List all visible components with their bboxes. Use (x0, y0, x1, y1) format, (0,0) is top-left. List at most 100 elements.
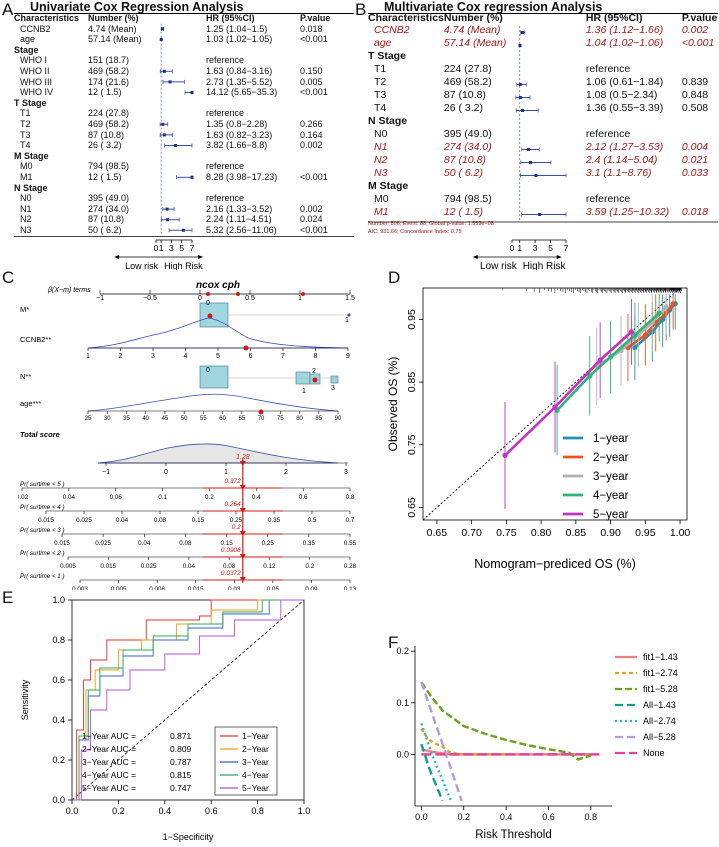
ccnb2-tick-label: 5 (216, 353, 220, 360)
estimate-point (163, 133, 166, 136)
prob-scale-label: Pr( surtime < 5 ) (20, 481, 65, 488)
prob-tick-label: 0.7 (346, 517, 355, 524)
x-axis-label: Risk Threshold (475, 829, 552, 841)
legend-label: fit1−1.43 (643, 652, 678, 662)
prob-tick-label: 0.025 (141, 563, 157, 570)
ccnb2-tick-label: 4 (184, 353, 188, 360)
m-box-label: 1 (345, 317, 349, 324)
x-tick-label: 1.0 (298, 806, 311, 816)
estimate-point (169, 80, 172, 83)
calibration-point (552, 405, 557, 410)
panel-label-b: B (355, 0, 366, 20)
prob-marker (240, 508, 246, 513)
beta-point (301, 292, 305, 296)
forest-tick-label: 1 (159, 243, 164, 253)
prob-tick-label: 0.5 (308, 517, 317, 524)
prob-tick-label: 0.02 (18, 494, 29, 501)
y-tick-label: 0.4 (52, 715, 65, 725)
x-tick-label: 0.0 (66, 806, 79, 816)
y-tick-label: 1.0 (52, 595, 65, 605)
ccnb2-selected-point (244, 346, 249, 351)
estimate-point (519, 96, 522, 99)
n-box-label: 2 (312, 368, 316, 375)
y-axis-label: Sensitivity (20, 679, 30, 720)
prob-marker (240, 577, 246, 582)
nomogram-title: ncox cph (196, 280, 240, 291)
n-selected-point (313, 378, 318, 383)
prob-tick-label: 0.1 (158, 494, 167, 501)
ccnb2-tick-label: 7 (281, 353, 285, 360)
panel-a-univariate-cox: Univariate Cox Regression Analysis Chara… (14, 0, 354, 270)
estimate-point (160, 38, 163, 41)
prob-tick-label: 0.2 (205, 494, 214, 501)
calibration-point (608, 354, 613, 359)
estimate-point (529, 161, 532, 164)
x-tick-label: 0.65 (427, 527, 448, 539)
prob-value: 0.264 (225, 501, 242, 508)
prob-tick-label: 0.08 (179, 540, 192, 547)
m-box-label: 0 (206, 300, 210, 307)
age-selected-point (259, 410, 264, 415)
legend-label: 3−year (593, 471, 629, 483)
legend-label: 5−year (593, 509, 629, 521)
age-tick-label: 60 (219, 416, 226, 422)
forest-tick-label: 7 (190, 243, 195, 253)
x-tick-label: 0.85 (566, 527, 587, 539)
prob-tick-label: 0.15 (192, 517, 205, 524)
y-tick-label: 0.65 (406, 497, 418, 518)
calibration-point (643, 332, 648, 337)
prob-tick-label: 0.6 (299, 494, 308, 501)
n-box-label: 0 (206, 367, 210, 374)
estimate-point (161, 123, 164, 126)
estimate-point (521, 31, 524, 34)
ccnb2-tick-label: 8 (314, 353, 318, 360)
total-tick-label: 3 (344, 469, 348, 476)
var-label-n: N** (20, 372, 31, 381)
estimate-point (521, 109, 524, 112)
calibration-point (657, 310, 662, 315)
prob-marker (240, 531, 246, 536)
age-tick-label: 35 (123, 416, 130, 422)
y-axis-label: Observed OS (%) (386, 357, 400, 452)
legend-label: 2−year (593, 452, 629, 464)
x-tick-label: 0.6 (542, 812, 555, 822)
prob-scale-label: Pr( surtime < 3 ) (20, 527, 65, 534)
beta-tick-label: 1 (298, 295, 302, 302)
var-label-ccnb2: CCNB2** (20, 335, 51, 344)
prob-tick-label: 0.025 (95, 540, 111, 547)
y-tick-label: 0.0 (396, 749, 409, 759)
panel-label-a: A (2, 0, 13, 20)
legend-label: fit1−5.28 (643, 684, 678, 694)
estimate-point (534, 174, 537, 177)
age-tick-label: 90 (335, 416, 342, 422)
x-axis-label: 1−Specificity (163, 832, 214, 842)
beta-point (206, 292, 210, 296)
dca-curve (421, 729, 506, 755)
prob-tick-label: 0.25 (262, 540, 275, 547)
panel-a-forest-plot: 0 1 3 5 7Low risk High Risk (14, 0, 354, 270)
x-tick-label: 0.90 (600, 527, 621, 539)
prob-tick-label: 0.35 (303, 540, 316, 547)
total-tick-label: −1 (102, 469, 110, 476)
dca-curve (421, 682, 461, 801)
age-tick-label: 70 (258, 416, 265, 422)
auc-value: 0.809 (170, 744, 192, 754)
beta-tick-label: 0.5 (245, 295, 255, 302)
panel-f-dca-chart: 0.00.20.40.60.80.00.10.2Net BenefitRisk … (395, 632, 719, 847)
total-tick-label: 1 (224, 469, 228, 476)
legend-label: 3−Year (242, 757, 269, 767)
estimate-point (538, 213, 541, 216)
prob-scale-label: Pr( surtime < 4 ) (20, 504, 65, 511)
total-score-marker (240, 461, 246, 466)
legend-label: 1−year (593, 433, 629, 445)
beta-tick-label: 0 (198, 295, 202, 302)
legend-label: All−1.43 (643, 700, 676, 710)
y-tick-label: 0.2 (396, 646, 409, 656)
beta-point (236, 292, 240, 296)
panel-e-roc-chart: 0.0 0.2 0.4 0.6 0.8 1.0 0.0 0.2 0.4 0.6 0.8 1.0 Sens… (10, 590, 315, 847)
var-label-age: age*** (20, 399, 41, 408)
n0-box (200, 366, 228, 388)
prob-value: 0.2 (232, 524, 241, 531)
estimate-point (519, 44, 522, 47)
panel-d-calibration-chart: 0.65 0.70 0.75 0.80 0.85 0.90 0.95 1.000.650.75… (385, 278, 719, 618)
